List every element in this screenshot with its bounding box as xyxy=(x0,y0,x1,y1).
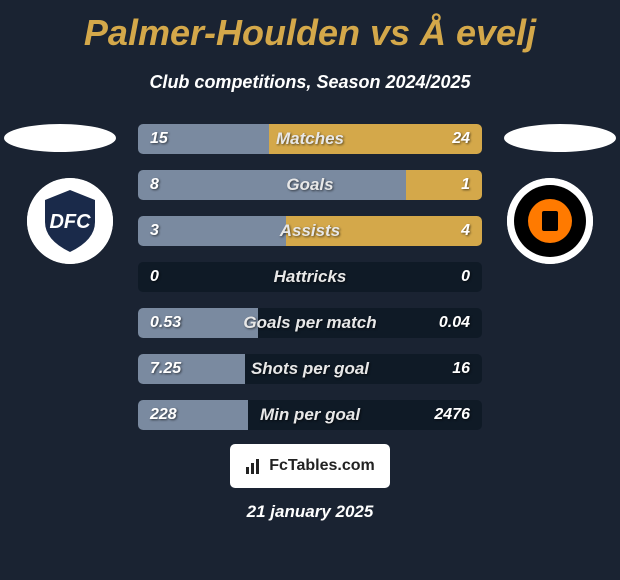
stat-right-value: 24 xyxy=(452,124,470,154)
footer-brand-text: FcTables.com xyxy=(269,457,375,475)
stat-label: Goals per match xyxy=(138,308,482,338)
footer-brand: FcTables.com xyxy=(230,444,390,488)
stat-row: Assists3 4 xyxy=(138,216,482,246)
stat-left-value: 0 xyxy=(150,262,159,292)
date-label: 21 january 2025 xyxy=(0,502,620,522)
right-country-flag xyxy=(504,124,616,152)
stat-row: Shots per goal7.25 16 xyxy=(138,354,482,384)
subtitle: Club competitions, Season 2024/2025 xyxy=(0,72,620,93)
stat-label: Shots per goal xyxy=(138,354,482,384)
stat-row: Matches15 24 xyxy=(138,124,482,154)
stat-right-value: 2476 xyxy=(434,400,470,430)
shield-icon: DFC xyxy=(27,178,113,264)
stat-label: Matches xyxy=(138,124,482,154)
stat-label: Hattricks xyxy=(138,262,482,292)
stat-left-value: 8 xyxy=(150,170,159,200)
stat-label: Assists xyxy=(138,216,482,246)
stat-left-value: 15 xyxy=(150,124,168,154)
stat-row: Min per goal228 2476 xyxy=(138,400,482,430)
right-club-badge xyxy=(507,178,593,264)
stat-right-value: 0 xyxy=(461,262,470,292)
stat-right-value: 16 xyxy=(452,354,470,384)
svg-text:DFC: DFC xyxy=(49,211,91,233)
stat-right-value: 4 xyxy=(461,216,470,246)
stat-right-value: 0.04 xyxy=(439,308,470,338)
stat-right-value: 1 xyxy=(461,170,470,200)
stat-label: Min per goal xyxy=(138,400,482,430)
stats-chart: Matches15 24 Goals8 1 Assists3 4 Hattricks0 0 Go… xyxy=(138,124,482,446)
page-title: Palmer-Houlden vs Å evelj xyxy=(0,0,620,54)
stat-label: Goals xyxy=(138,170,482,200)
chart-icon xyxy=(245,457,263,475)
stat-left-value: 0.53 xyxy=(150,308,181,338)
stat-left-value: 3 xyxy=(150,216,159,246)
stat-row: Hattricks0 0 xyxy=(138,262,482,292)
left-country-flag xyxy=(4,124,116,152)
stat-row: Goals8 1 xyxy=(138,170,482,200)
stat-row: Goals per match0.53 0.04 xyxy=(138,308,482,338)
left-club-badge: DFC xyxy=(27,178,113,264)
stat-left-value: 7.25 xyxy=(150,354,181,384)
shield-icon xyxy=(507,178,593,264)
stat-left-value: 228 xyxy=(150,400,177,430)
